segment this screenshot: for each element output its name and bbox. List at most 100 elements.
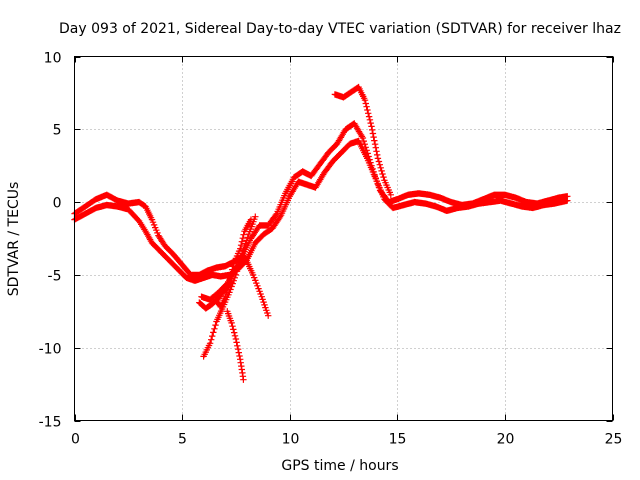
axis-ticks	[74, 56, 614, 422]
data-point	[106, 204, 108, 206]
data-point	[334, 93, 336, 95]
data-point	[198, 302, 200, 304]
data-point	[276, 213, 278, 215]
data-point	[185, 277, 187, 279]
data-point	[231, 322, 233, 324]
data-point	[558, 197, 560, 199]
y-tick-label: 10	[44, 51, 62, 67]
data-point	[323, 172, 325, 174]
data-point	[302, 170, 304, 173]
data-point	[224, 288, 226, 291]
data-point	[116, 205, 119, 208]
y-tick-label: -10	[39, 342, 62, 358]
data-point	[377, 157, 379, 159]
data-point	[284, 192, 286, 194]
data-point	[353, 122, 355, 125]
data-point	[250, 237, 252, 240]
data-point	[209, 299, 211, 301]
data-point	[84, 213, 86, 215]
data-point	[390, 194, 392, 196]
data-point	[242, 379, 244, 381]
data-point	[525, 201, 528, 203]
data-point	[241, 252, 243, 254]
x-tick-label: 20	[497, 432, 515, 448]
data-point	[231, 281, 233, 283]
data-point	[396, 198, 398, 200]
data-point	[190, 274, 192, 276]
data-point	[211, 274, 213, 276]
data-point	[375, 178, 377, 180]
data-point	[194, 280, 196, 282]
data-point	[203, 277, 205, 279]
data-point	[280, 214, 282, 216]
data-point	[319, 163, 321, 165]
data-point	[177, 268, 179, 270]
data-point	[446, 210, 448, 212]
data-point	[370, 125, 373, 127]
data-point	[157, 235, 159, 237]
data-point	[205, 307, 207, 309]
data-point	[261, 296, 263, 298]
x-tick-label: 5	[178, 432, 187, 448]
data-point	[510, 203, 512, 205]
data-point	[207, 269, 209, 272]
data-point	[500, 200, 502, 202]
data-point	[553, 203, 556, 205]
data-point	[271, 227, 274, 229]
data-point	[340, 152, 342, 154]
data-point	[106, 194, 108, 196]
data-point	[198, 274, 200, 276]
data-point	[267, 224, 269, 226]
data-point	[515, 197, 517, 199]
data-point	[181, 264, 183, 266]
data-point	[349, 143, 351, 145]
data-marks-track-f	[224, 308, 247, 383]
data-point	[224, 265, 226, 267]
data-point	[327, 152, 329, 154]
data-point	[351, 90, 353, 92]
data-point	[218, 291, 220, 293]
data-point	[172, 253, 175, 256]
data-point	[521, 205, 523, 208]
data-point	[493, 194, 495, 196]
data-point	[127, 208, 129, 210]
data-point	[297, 181, 299, 183]
data-point	[252, 274, 254, 276]
data-point	[310, 175, 312, 177]
data-point	[358, 140, 360, 142]
data-point	[144, 205, 147, 208]
data-point	[211, 303, 213, 305]
data-point	[450, 201, 452, 203]
data-point	[358, 86, 360, 88]
data-point	[532, 207, 534, 209]
data-point	[407, 194, 409, 196]
data-point	[342, 96, 345, 98]
grid-lines	[74, 56, 613, 421]
data-point	[392, 207, 394, 209]
data-point	[543, 204, 545, 206]
data-point	[250, 219, 252, 221]
data-point	[226, 310, 228, 312]
data-point	[263, 233, 265, 235]
data-point	[547, 200, 549, 202]
data-point	[267, 315, 269, 317]
data-point	[218, 297, 220, 299]
data-point	[424, 203, 426, 205]
data-point	[127, 203, 129, 205]
data-point	[467, 205, 469, 208]
data-point	[418, 192, 420, 194]
data-point	[215, 267, 218, 269]
data-point	[314, 186, 317, 189]
data-point	[200, 296, 203, 298]
data-point	[293, 176, 295, 178]
data-point	[209, 342, 211, 344]
data-point	[235, 274, 237, 276]
data-point	[289, 195, 291, 197]
data-point	[259, 224, 261, 226]
data-point	[566, 200, 568, 202]
y-axis-label: SDTVAR / TECUs	[6, 182, 22, 297]
y-axis-tick-labels: -15 -10 -5 0 5 10	[39, 51, 62, 431]
data-point	[403, 204, 405, 206]
data-point	[239, 358, 241, 360]
